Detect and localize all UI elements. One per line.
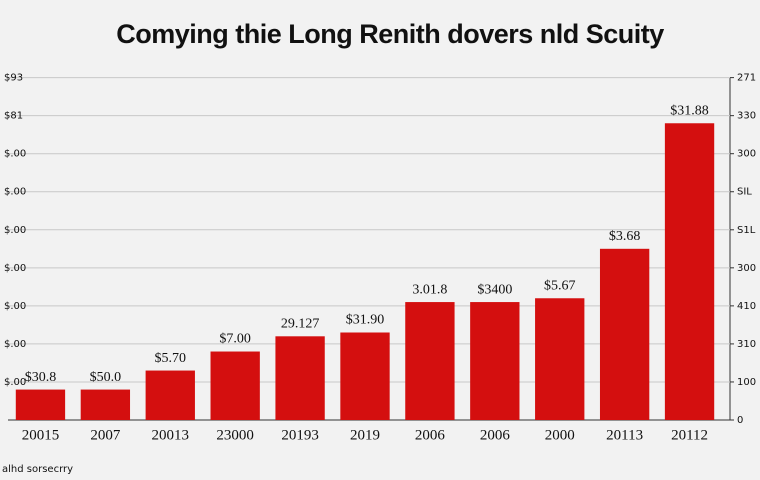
y2-tick-label: 300 — [737, 263, 756, 274]
bar — [405, 302, 455, 420]
bar — [664, 123, 715, 421]
y-tick-label: $.00 — [4, 187, 26, 198]
x-tick-label: 2006 — [415, 427, 446, 443]
x-tick-label: 20112 — [671, 427, 708, 443]
y2-tick-label: 410 — [737, 301, 756, 312]
x-tick-label: 20015 — [22, 427, 60, 443]
y2-tick-label: 271 — [737, 73, 756, 84]
x-tick-label: 2000 — [545, 427, 575, 443]
y2-tick-label: 300 — [737, 149, 756, 160]
x-tick-label: 23000 — [216, 427, 254, 443]
y-tick-label: $.00 — [4, 301, 26, 312]
x-tick-label: 2007 — [90, 427, 121, 443]
y-tick-label: $.00 — [4, 225, 26, 236]
x-tick-label: 20013 — [152, 427, 190, 443]
y-tick-label: $81 — [4, 111, 23, 122]
y2-tick-label: 330 — [737, 111, 756, 122]
value-label: $30.8 — [25, 370, 57, 385]
bar — [210, 351, 260, 420]
y2-tick-label: 310 — [737, 339, 756, 350]
x-tick-label: 20193 — [281, 427, 319, 443]
value-label: $5.67 — [544, 278, 576, 293]
footnote: alhd sorsecrry — [2, 464, 73, 475]
value-label: $31.88 — [670, 103, 709, 118]
y-tick-label: $.00 — [4, 263, 26, 274]
y2-tick-label: SIL — [737, 187, 752, 198]
bar — [145, 370, 195, 420]
bar — [80, 389, 131, 420]
value-label: 3.01.8 — [412, 282, 447, 297]
value-label: $31.90 — [346, 313, 385, 328]
value-label: $3400 — [477, 282, 512, 297]
bar — [535, 298, 585, 420]
bar — [599, 248, 650, 420]
y2-tick-label: S1L — [737, 225, 756, 236]
bar — [470, 302, 520, 420]
bar — [340, 332, 390, 420]
value-label: $7.00 — [219, 332, 251, 347]
y-tick-label: $.00 — [4, 149, 26, 160]
value-label: 29.127 — [281, 317, 320, 332]
y-tick-label: $.00 — [4, 377, 26, 388]
y2-tick-label: 0 — [737, 415, 743, 426]
bar — [275, 336, 325, 420]
y2-tick-label: 100 — [737, 377, 756, 388]
x-tick-label: 2019 — [350, 427, 380, 443]
bar — [15, 389, 66, 420]
y-tick-label: $.00 — [4, 339, 26, 350]
value-label: $5.70 — [155, 351, 187, 366]
x-tick-label: 2006 — [480, 427, 511, 443]
value-label: $3.68 — [609, 229, 641, 244]
y-tick-label: $93 — [4, 73, 23, 84]
x-tick-label: 20113 — [606, 427, 643, 443]
chart-title: Comying thie Long Renith dovers nld Scui… — [116, 19, 664, 49]
value-label: $50.0 — [90, 370, 122, 385]
